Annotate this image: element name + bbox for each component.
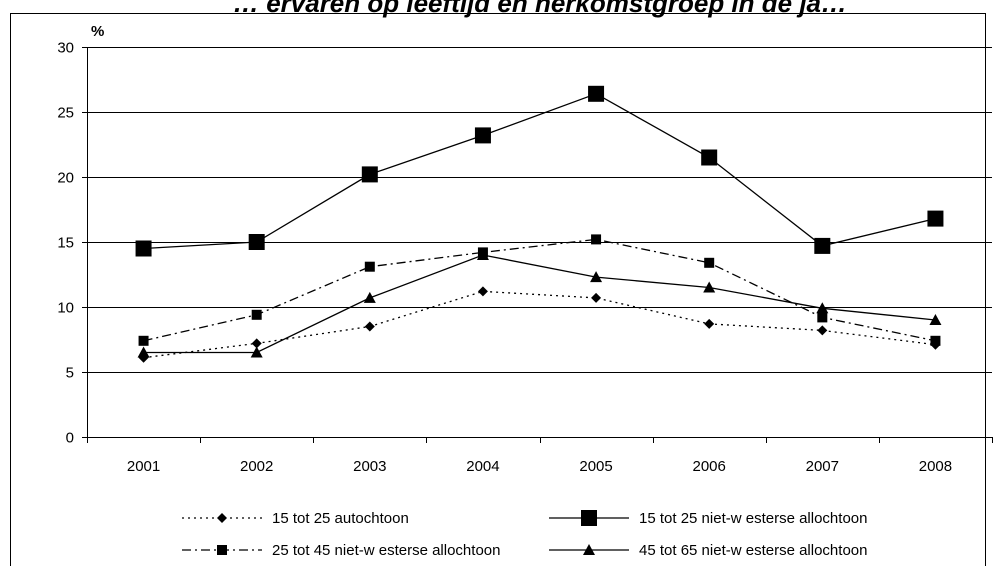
series-3	[138, 234, 941, 346]
x-tick-label: 2002	[240, 458, 273, 475]
series-line	[143, 238, 936, 342]
x-tick-label: 2005	[579, 458, 612, 475]
legend-item: 45 tot 65 niet-w esterse allochtoon	[549, 542, 867, 559]
y-tick-label: 5	[66, 365, 74, 382]
x-tick-label: 2003	[353, 458, 386, 475]
legend-label: 15 tot 25 autochtoon	[272, 510, 409, 527]
data-point-triangle	[363, 291, 376, 303]
data-point-diamond	[251, 338, 262, 349]
data-point-square	[364, 261, 375, 272]
y-tick-label: 25	[57, 105, 74, 122]
data-point-square-large	[588, 85, 605, 102]
data-point-diamond	[591, 292, 602, 303]
data-point-triangle	[929, 314, 942, 325]
y-tick-label: 15	[57, 235, 74, 252]
data-point-square-large	[135, 240, 152, 257]
data-point-triangle	[250, 346, 263, 358]
data-point-square	[138, 335, 149, 346]
series-4	[137, 249, 942, 358]
x-tick-label: 2006	[693, 458, 726, 475]
data-point-diamond	[364, 321, 375, 332]
x-tick-label: 2004	[466, 458, 499, 475]
x-tick-label: 2008	[919, 458, 952, 475]
data-point-triangle	[476, 249, 489, 260]
series-line	[143, 290, 936, 359]
legend-item: 15 tot 25 niet-w esterse allochtoon	[549, 510, 867, 527]
data-point-legend	[583, 544, 595, 555]
y-tick-label: 0	[66, 430, 74, 447]
data-point-triangle	[137, 346, 150, 358]
data-point-square-large	[927, 210, 944, 227]
chart-frame	[10, 13, 986, 571]
data-point-square-large	[474, 127, 491, 144]
x-tick-label: 2007	[806, 458, 839, 475]
data-point-legend	[217, 545, 227, 555]
data-point-triangle	[590, 271, 603, 283]
x-tick-label: 2001	[127, 458, 160, 475]
data-point-square	[930, 335, 941, 346]
data-point-square	[251, 309, 262, 320]
y-tick-label: 10	[57, 300, 74, 317]
legend-label: 45 tot 65 niet-w esterse allochtoon	[639, 542, 867, 559]
y-axis-label: %	[91, 23, 104, 40]
legend-label: 15 tot 25 niet-w esterse allochtoon	[639, 510, 867, 527]
data-point-triangle	[703, 281, 716, 293]
data-point-square	[704, 257, 715, 268]
series-line	[143, 93, 936, 250]
legend-item: 25 tot 45 niet-w esterse allochtoon	[182, 542, 500, 559]
data-point-square-large	[248, 234, 265, 250]
data-point-triangle	[816, 302, 829, 314]
chart-title: … ervaren op leeftijd en herkomstgroep i…	[233, 0, 847, 18]
data-point-square-large	[814, 237, 831, 254]
legend-label: 25 tot 45 niet-w esterse allochtoon	[272, 542, 500, 559]
data-point-square	[817, 312, 828, 323]
series-2	[135, 85, 944, 257]
data-point-legend	[581, 510, 597, 526]
y-tick-label: 30	[57, 40, 74, 57]
data-point-square-large	[361, 166, 378, 183]
data-point-diamond	[477, 286, 488, 297]
data-point-diamond	[817, 325, 828, 336]
legend-item: 15 tot 25 autochtoon	[182, 510, 409, 527]
data-point-legend	[217, 513, 227, 523]
series-line	[143, 254, 936, 354]
data-point-square	[591, 234, 602, 245]
y-tick-label: 20	[57, 170, 74, 187]
data-point-diamond	[704, 318, 715, 329]
data-point-square-large	[701, 149, 718, 166]
